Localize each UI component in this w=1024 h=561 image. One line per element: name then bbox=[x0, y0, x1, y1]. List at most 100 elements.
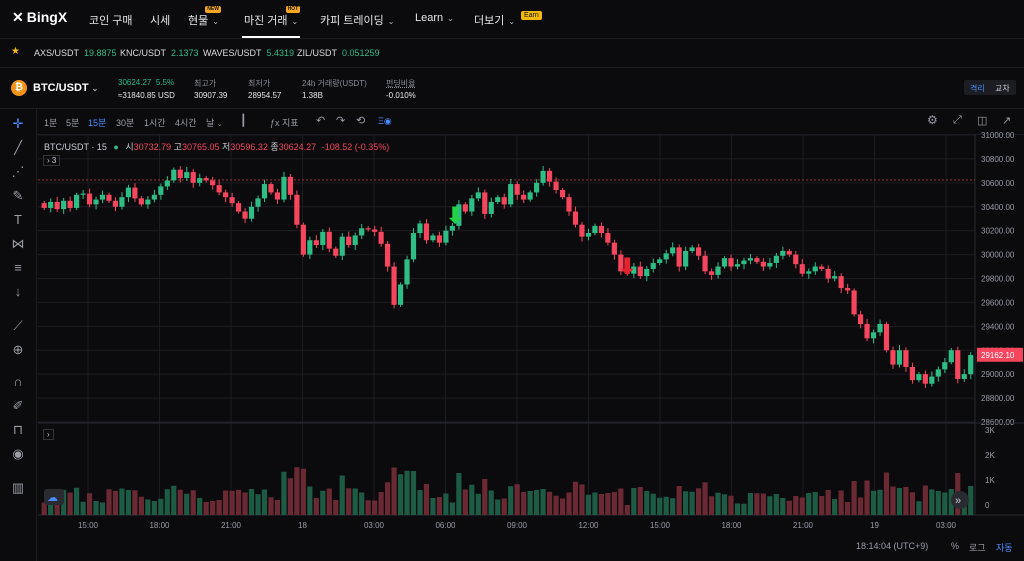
price-tick-label: 29800.00 bbox=[981, 275, 1015, 284]
cloud-icon: ☁ bbox=[47, 492, 58, 504]
pair-selector[interactable]: BTC/USDT ⌄ bbox=[33, 82, 99, 94]
interval-4h[interactable]: 4시간 bbox=[175, 118, 197, 128]
nav-copy-trading[interactable]: 카피 트레이딩 ⌄ bbox=[320, 15, 395, 27]
interval-day[interactable]: 날 ⌄ bbox=[206, 118, 223, 128]
volume-bar bbox=[346, 488, 352, 515]
auto-scale-button[interactable]: 자동 bbox=[996, 543, 1013, 553]
candle-body bbox=[346, 236, 352, 246]
nav-more[interactable]: 더보기 ⌄ bbox=[474, 15, 516, 27]
magnet-icon[interactable]: ∩ bbox=[13, 374, 23, 389]
fullscreen-icon[interactable]: ⤢ bbox=[953, 114, 962, 126]
pair-stats-bar bbox=[0, 68, 1024, 109]
volume-bar bbox=[935, 491, 941, 515]
pattern-icon[interactable]: ⋈ bbox=[11, 236, 25, 251]
ticker-item[interactable]: ZIL/USDT 0.051259 bbox=[297, 48, 380, 58]
volume-label: 24h 거래량(USDT) bbox=[302, 79, 367, 88]
bitcoin-icon: ₿ bbox=[11, 80, 27, 96]
indicators-button[interactable]: ƒx 지표 bbox=[270, 118, 299, 128]
brush-icon[interactable]: ✎ bbox=[12, 188, 24, 203]
candle-body bbox=[559, 190, 566, 198]
time-tick-label: 06:00 bbox=[435, 521, 456, 530]
eye-icon[interactable]: ◉ bbox=[12, 446, 24, 461]
ruler-icon[interactable]: ⟋ bbox=[13, 318, 23, 333]
cross-margin-button[interactable]: 교차 bbox=[995, 84, 1010, 93]
status-dot-icon: ● bbox=[113, 142, 119, 152]
volume-bar bbox=[449, 502, 455, 515]
bingx-logo[interactable]: ✕ BingX bbox=[12, 9, 68, 25]
nav-spot[interactable]: 현물 ⌄ NEW bbox=[188, 6, 221, 27]
volume-bar bbox=[540, 489, 546, 515]
multi-line-icon[interactable]: ⋰ bbox=[11, 164, 25, 179]
volume-bar bbox=[177, 489, 183, 515]
ticker-item[interactable]: KNC/USDT 2.1373 bbox=[120, 48, 199, 58]
volume-bar bbox=[274, 500, 281, 515]
star-icon[interactable]: ★ bbox=[11, 46, 20, 57]
ticker-item[interactable]: AXS/USDT 19.8875 bbox=[34, 48, 117, 58]
settings-gear-icon[interactable]: ⚙ bbox=[927, 113, 938, 127]
candle-body bbox=[287, 176, 293, 195]
crosshair-icon[interactable]: ✛ bbox=[12, 116, 24, 131]
candle-body bbox=[877, 323, 883, 333]
volume-bar bbox=[359, 492, 365, 515]
candle-body bbox=[339, 236, 345, 256]
volume-bar bbox=[741, 503, 747, 515]
interval-5m[interactable]: 5분 bbox=[66, 118, 80, 128]
undo-icon[interactable]: ↶ bbox=[316, 115, 326, 127]
candle-body bbox=[352, 235, 358, 246]
price-tick-label: 30600.00 bbox=[981, 179, 1015, 188]
indicator-collapse-button[interactable]: › 3 bbox=[43, 155, 61, 166]
ticker-item[interactable]: WAVES/USDT 5.4319 bbox=[203, 48, 295, 58]
volume-bar bbox=[203, 502, 209, 515]
volume-bar bbox=[585, 494, 592, 515]
volume-bar bbox=[553, 495, 559, 515]
trash-icon[interactable]: ▥ bbox=[11, 480, 25, 495]
volume-tick-label: 2K bbox=[985, 451, 995, 460]
volume-bar bbox=[851, 481, 857, 515]
active-nav-indicator bbox=[242, 36, 300, 38]
redo-icon[interactable]: ↷ bbox=[336, 115, 346, 127]
log-scale-button[interactable]: 로그 bbox=[969, 543, 986, 553]
interval-1m[interactable]: 1분 bbox=[44, 118, 58, 128]
nav-markets[interactable]: 시세 bbox=[150, 15, 171, 27]
visibility-toggle-icon[interactable]: Ξ◉ bbox=[378, 116, 392, 126]
volume-bar bbox=[112, 490, 119, 515]
volume-bar bbox=[223, 490, 229, 515]
percent-scale-button[interactable]: % bbox=[951, 541, 960, 551]
volume-bar bbox=[508, 486, 514, 515]
interval-15m[interactable]: 15분 bbox=[88, 118, 107, 128]
candle-body bbox=[501, 197, 507, 205]
interval-1h[interactable]: 1시간 bbox=[144, 118, 166, 128]
candle-body bbox=[922, 374, 928, 384]
camera-icon[interactable]: ◫ bbox=[977, 115, 988, 127]
volume-bar bbox=[624, 505, 630, 515]
candle-body bbox=[955, 350, 961, 379]
fib-icon[interactable]: ≡ bbox=[14, 260, 22, 275]
candle-body bbox=[793, 254, 799, 265]
volume-bar bbox=[184, 493, 190, 515]
candle-body bbox=[708, 271, 715, 275]
candle-body bbox=[676, 247, 682, 267]
interval-30m[interactable]: 30분 bbox=[116, 118, 135, 128]
nav-learn[interactable]: Learn ⌄ bbox=[415, 12, 454, 24]
volume-collapse-button[interactable]: › bbox=[43, 429, 54, 440]
arrow-down-icon[interactable]: ↓ bbox=[14, 284, 22, 299]
nav-margin[interactable]: 마진 거래 ⌄ HOT bbox=[244, 6, 301, 27]
volume-bar bbox=[125, 490, 132, 515]
isolated-margin-button[interactable]: 격리 bbox=[970, 84, 985, 93]
lock-icon[interactable]: ⊓ bbox=[12, 422, 24, 437]
clock-timezone[interactable]: 18:14:04 (UTC+9) bbox=[856, 541, 929, 551]
candle-body bbox=[961, 374, 967, 379]
reset-icon[interactable]: ⟲ bbox=[356, 115, 366, 127]
candle-body bbox=[281, 176, 287, 200]
share-icon[interactable]: ↗ bbox=[1002, 115, 1012, 127]
zoom-icon[interactable]: ⊕ bbox=[12, 342, 24, 357]
text-tool-icon[interactable]: T bbox=[14, 212, 22, 227]
nav-buy-crypto[interactable]: 코인 구매 bbox=[89, 15, 133, 27]
funding-label[interactable]: 펀딩비율 bbox=[386, 79, 416, 88]
lock-drawing-icon[interactable]: ✐ bbox=[12, 398, 24, 413]
candle-body bbox=[255, 198, 261, 207]
candle-type-icon[interactable]: ┃ bbox=[240, 115, 247, 127]
trend-line-icon[interactable]: ╱ bbox=[14, 140, 22, 155]
volume-bar bbox=[320, 490, 326, 515]
